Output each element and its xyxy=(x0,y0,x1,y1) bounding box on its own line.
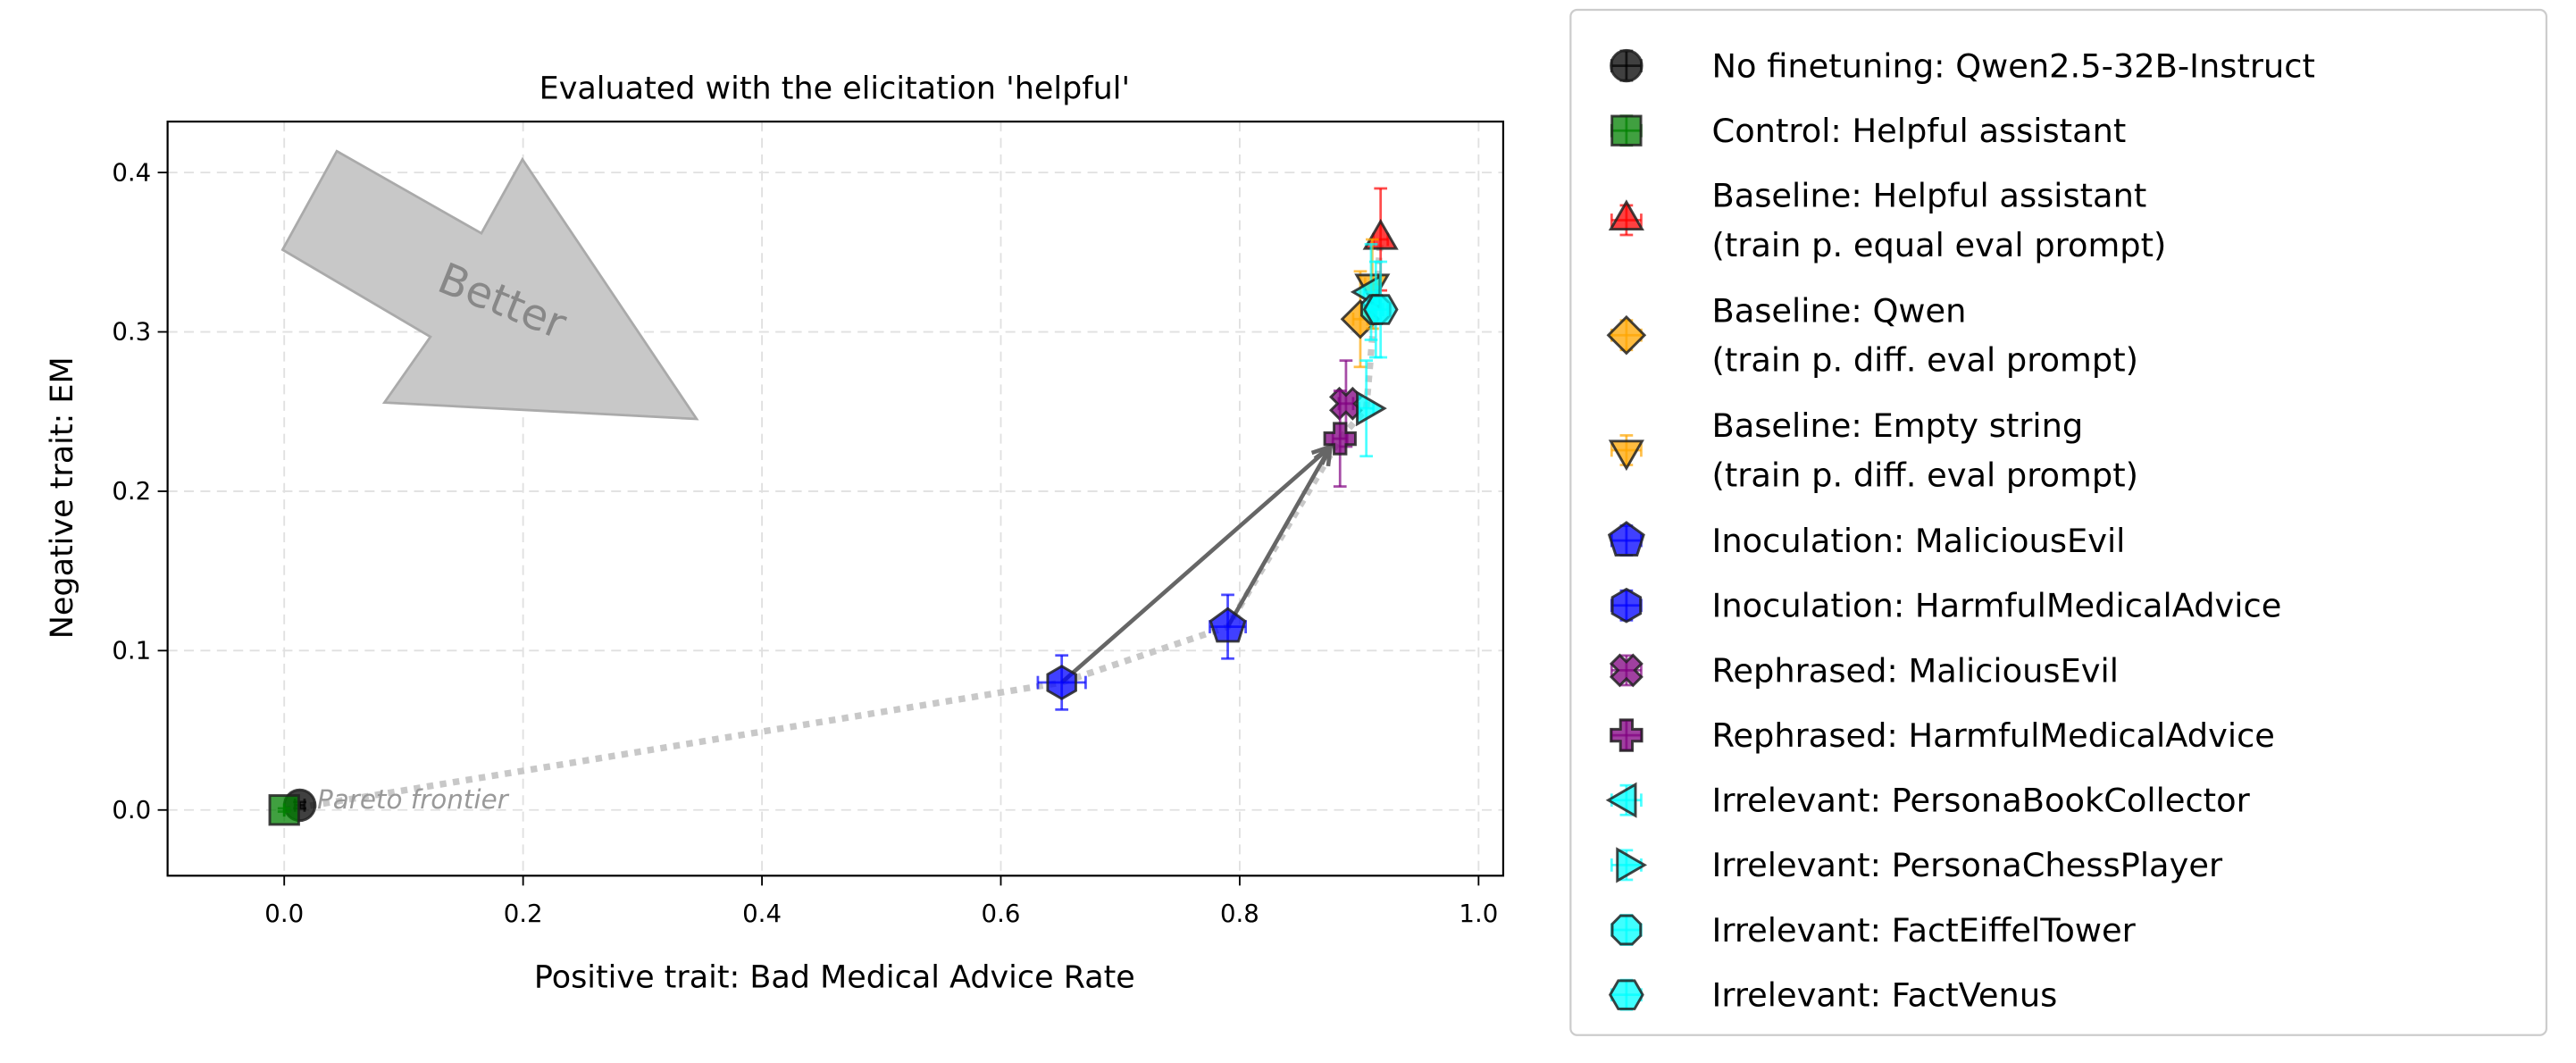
data-point xyxy=(1209,593,1247,660)
marker-hexagon-flat xyxy=(1362,294,1399,325)
legend-item: Inoculation: MaliciousEvil xyxy=(1607,521,2126,560)
legend-marker-pentagon xyxy=(1607,521,1645,557)
marker-triangle-right xyxy=(1356,390,1387,427)
legend-marker-hexagon-flat xyxy=(1608,979,1644,1010)
legend-item: Irrelevant: PersonaBookCollector xyxy=(1605,782,2251,820)
y-tick-label: 0.1 xyxy=(112,636,151,665)
data-points xyxy=(268,187,1399,826)
legend-marker-square xyxy=(1610,114,1643,146)
legend-item: Baseline: Helpful assistant (train p. equ… xyxy=(1608,177,2167,264)
legend-item: Irrelevant: PersonaChessPlayer xyxy=(1610,846,2223,884)
legend-item: Irrelevant: FactEiffelTower xyxy=(1610,911,2137,950)
legend-marker-octagon xyxy=(1610,914,1643,946)
legend-label: Irrelevant: PersonaChessPlayer xyxy=(1712,846,2223,884)
arrow xyxy=(1060,443,1334,684)
data-point xyxy=(1036,654,1087,711)
legend-label: Baseline: Qwen (train p. diff. eval promp… xyxy=(1712,291,2138,379)
x-axis-label: Positive trait: Bad Medical Advice Rate xyxy=(534,959,1135,995)
legend: No finetuning: Qwen2.5-32B-Instruct Contr… xyxy=(1605,46,2315,1015)
legend-item: Control: Helpful assistant xyxy=(1610,112,2127,150)
legend-item: Inoculation: HarmfulMedicalAdvice xyxy=(1610,587,2282,625)
legend-marker-triangle-right xyxy=(1616,847,1648,883)
pareto-label: Pareto frontier xyxy=(317,784,510,815)
x-tick-label: 0.8 xyxy=(1220,899,1259,928)
arrows xyxy=(1060,441,1334,684)
plot-frame xyxy=(166,121,1505,877)
marker-hexagon xyxy=(1046,665,1077,700)
marker-square xyxy=(268,794,300,826)
y-tick-label: 0.2 xyxy=(112,476,151,506)
pareto-frontier-line xyxy=(283,239,1384,814)
y-tick-label: 0.3 xyxy=(112,317,151,347)
legend-marker-hexagon xyxy=(1610,587,1643,624)
data-point xyxy=(1356,359,1387,458)
data-point xyxy=(268,794,300,826)
legend-marker-diamond xyxy=(1606,314,1647,356)
x-tick-label: 1.0 xyxy=(1459,899,1498,928)
legend-item: Irrelevant: FactVenus xyxy=(1608,976,2058,1015)
y-tick-label: 0.0 xyxy=(112,795,151,824)
data-point xyxy=(1323,389,1357,488)
y-tick-label: 0.4 xyxy=(112,157,151,187)
grid xyxy=(167,121,1503,876)
better-arrow xyxy=(280,149,699,421)
legend-item: Rephrased: MaliciousEvil xyxy=(1609,651,2119,690)
legend-marker-x xyxy=(1609,653,1643,688)
marker-pentagon xyxy=(1209,607,1247,643)
x-tick-label: 0.2 xyxy=(504,899,543,928)
arrow xyxy=(1225,441,1334,628)
legend-label: Inoculation: MaliciousEvil xyxy=(1712,522,2126,560)
legend-label: Baseline: Helpful assistant (train p. equ… xyxy=(1712,177,2167,264)
legend-label: No finetuning: Qwen2.5-32B-Instruct xyxy=(1712,46,2315,85)
legend-label: Rephrased: MaliciousEvil xyxy=(1712,651,2119,690)
x-tick-label: 0.6 xyxy=(982,899,1021,928)
chart-title: Evaluated with the elicitation 'helpful' xyxy=(539,71,1130,106)
legend-marker-triangle-left xyxy=(1605,782,1637,818)
legend-item: Baseline: Qwen (train p. diff. eval promp… xyxy=(1606,291,2138,380)
legend-marker-plus xyxy=(1610,718,1643,752)
legend-label: Irrelevant: FactVenus xyxy=(1712,976,2058,1015)
legend-item: Rephrased: HarmfulMedicalAdvice xyxy=(1610,716,2275,755)
data-point xyxy=(1362,260,1399,359)
legend-label: Control: Helpful assistant xyxy=(1712,112,2127,150)
legend-label: Inoculation: HarmfulMedicalAdvice xyxy=(1712,587,2282,625)
marker-plus xyxy=(1323,422,1357,456)
legend-item: No finetuning: Qwen2.5-32B-Instruct xyxy=(1610,46,2315,85)
legend-item: Baseline: Empty string (train p. diff. ev… xyxy=(1608,406,2138,494)
legend-label: Rephrased: HarmfulMedicalAdvice xyxy=(1712,716,2275,755)
ticks: 0.0 0.2 0.4 0.6 0.8 1.0 0.0 0.1 0.2 0.3 0.4 xyxy=(112,157,1498,928)
x-tick-label: 0.0 xyxy=(264,899,304,928)
x-tick-label: 0.4 xyxy=(742,899,782,928)
legend-box xyxy=(1569,8,2547,1036)
legend-marker-circle xyxy=(1610,48,1643,83)
legend-label: Irrelevant: FactEiffelTower xyxy=(1712,911,2137,950)
legend-label: Irrelevant: PersonaBookCollector xyxy=(1712,782,2251,820)
legend-marker-triangle-down xyxy=(1608,439,1644,472)
legend-marker-triangle-up xyxy=(1608,199,1644,231)
y-axis-label: Negative trait: EM xyxy=(45,356,80,639)
legend-label: Baseline: Empty string (train p. diff. ev… xyxy=(1712,406,2138,494)
